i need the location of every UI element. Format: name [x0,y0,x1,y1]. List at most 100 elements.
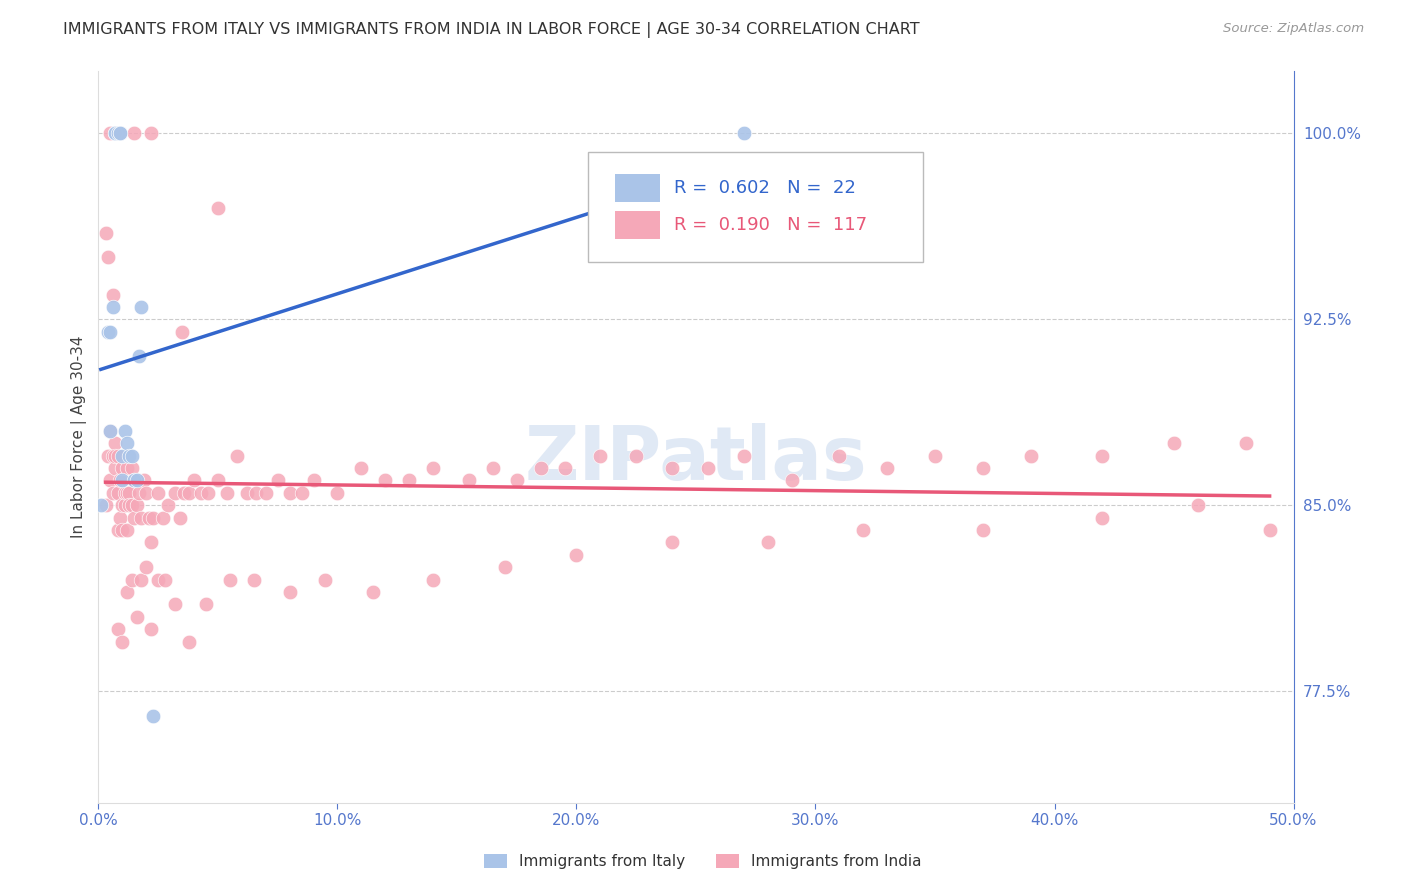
Point [589,449,612,463]
Point [111,474,134,488]
Point [156,498,179,512]
Text: R =  0.190   N =  117: R = 0.190 N = 117 [675,216,868,234]
Point [972,523,994,537]
Point [114,424,136,438]
Point [104,126,127,140]
Point [1091,449,1114,463]
Text: IMMIGRANTS FROM ITALY VS IMMIGRANTS FROM INDIA IN LABOR FORCE | AGE 30-34 CORREL: IMMIGRANTS FROM ITALY VS IMMIGRANTS FROM… [63,22,920,38]
Legend: Immigrants from Italy, Immigrants from India: Immigrants from Italy, Immigrants from I… [478,848,928,875]
FancyBboxPatch shape [614,175,661,202]
Point [101,287,124,301]
Point [101,486,124,500]
Point [101,300,124,314]
Point [458,474,481,488]
Point [139,622,162,636]
Point [245,486,267,500]
Point [94,498,117,512]
Point [108,126,131,140]
Point [398,474,420,488]
Point [554,461,576,475]
Point [733,449,755,463]
Point [267,474,290,488]
Point [972,461,994,475]
Point [315,573,337,587]
Point [422,573,444,587]
Point [302,474,325,488]
Point [733,126,755,140]
Point [661,461,683,475]
Point [924,449,946,463]
Point [195,598,218,612]
Point [756,535,779,549]
Point [183,474,205,488]
Point [107,126,129,140]
Point [291,486,314,500]
Point [107,622,129,636]
Point [118,486,141,500]
Point [118,449,141,463]
Point [131,510,153,524]
FancyBboxPatch shape [589,152,922,261]
Point [661,535,683,549]
Point [104,436,127,450]
Point [326,486,349,500]
Point [1163,436,1185,450]
Point [197,486,219,500]
Point [138,510,160,524]
Point [107,523,129,537]
Point [780,474,803,488]
Point [98,424,122,438]
Point [1091,510,1114,524]
Point [94,226,117,240]
Point [121,498,143,512]
Point [111,498,134,512]
Point [363,585,385,599]
Point [97,250,120,264]
Point [148,486,170,500]
Point [494,560,516,574]
Point [1258,523,1281,537]
Point [124,474,146,488]
Point [108,126,131,140]
Point [97,449,120,463]
Point [190,486,212,500]
Point [124,126,146,140]
Point [1019,449,1042,463]
Point [172,325,194,339]
Point [111,449,134,463]
Point [111,523,134,537]
Point [108,126,131,140]
Point [98,325,122,339]
Point [121,461,143,475]
Point [254,486,277,500]
Point [111,634,134,648]
Point [98,424,122,438]
Point [101,449,124,463]
Point [217,486,239,500]
Point [128,350,150,364]
Point [115,436,138,450]
Point [374,474,396,488]
Point [115,486,138,500]
Point [350,461,373,475]
Point [104,449,127,463]
Point [115,585,138,599]
Point [235,486,257,500]
Point [163,598,186,612]
Point [481,461,505,475]
Point [128,486,150,500]
FancyBboxPatch shape [614,211,661,239]
Point [163,486,186,500]
Point [90,498,112,512]
Point [422,461,444,475]
Text: ZIPatlas: ZIPatlas [524,423,868,496]
Point [97,325,120,339]
Point [104,126,127,140]
Point [169,510,191,524]
Point [104,461,127,475]
Point [124,474,146,488]
Point [125,474,148,488]
Point [121,573,143,587]
Point [278,585,301,599]
Point [98,474,122,488]
